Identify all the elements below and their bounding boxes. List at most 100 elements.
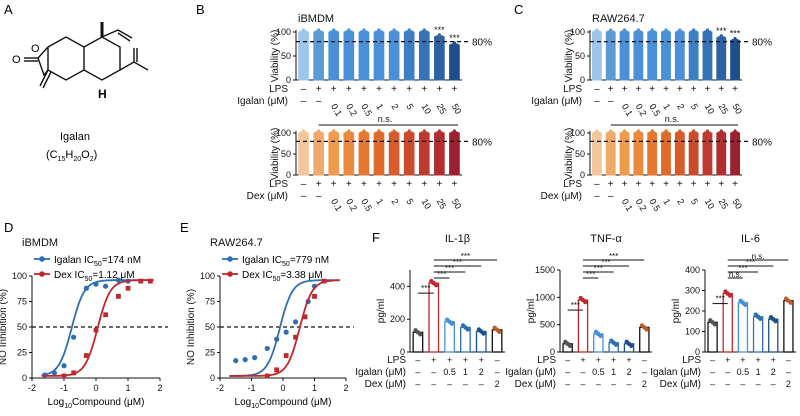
- row-value: –: [626, 379, 631, 389]
- dose-tick-label: 0.1: [329, 102, 344, 118]
- dose-tick-label: 0.5: [359, 102, 374, 118]
- data-point: [437, 129, 441, 133]
- bar: [647, 132, 658, 176]
- row-label-igalan: Igalan (μM): [650, 367, 701, 378]
- threshold-label: 80%: [752, 38, 772, 49]
- lps-sign: +: [316, 179, 322, 190]
- dose-tick-label: 1: [374, 102, 385, 111]
- row-value: –: [580, 367, 585, 377]
- bar: [619, 132, 630, 176]
- panel-title: IL-1β: [445, 233, 470, 245]
- data-point: [662, 30, 666, 34]
- bar: [358, 132, 370, 176]
- row-value: –: [415, 355, 420, 365]
- dose-panel-E: 0 25 50 75 100 -2 -1 0 1 2 NO Inhibition (%) Log10C…: [186, 237, 354, 410]
- x-tick-label: -2: [216, 383, 224, 393]
- dose-tick-label: 25: [717, 197, 731, 211]
- vinyl-double: [117, 32, 131, 42]
- data-point: [680, 30, 684, 34]
- bar: [313, 31, 324, 81]
- bar: [418, 132, 430, 176]
- x-tick-label: -1: [60, 383, 68, 393]
- dose-tick-label: 0.1: [620, 197, 635, 213]
- lps-sign: +: [452, 179, 458, 190]
- row-label-lps: LPS: [563, 84, 582, 95]
- lps-sign: +: [649, 179, 655, 190]
- x-tick-label: 2: [157, 383, 162, 393]
- dose-tick-label: 0.2: [634, 197, 649, 213]
- bar: [434, 132, 445, 176]
- row-value: –: [710, 367, 715, 377]
- bar: [444, 321, 455, 353]
- data-point: [359, 30, 364, 34]
- data-point: [689, 30, 694, 34]
- formula-part-2: H: [65, 149, 73, 161]
- dose-tick-label: 10: [420, 197, 434, 211]
- data-point: [788, 300, 793, 305]
- data-point: [394, 131, 399, 135]
- bar: [298, 132, 309, 176]
- lps-sign: +: [406, 84, 412, 95]
- data-point: [664, 129, 668, 133]
- bar: [783, 300, 794, 353]
- lps-sign: +: [635, 179, 641, 190]
- x-axis-label: Log10Compound (μM): [48, 397, 145, 410]
- y-tick-label: 0: [695, 347, 700, 357]
- lps-sign: +: [391, 84, 397, 95]
- data-point: [721, 36, 726, 40]
- row-value: +: [463, 355, 468, 365]
- data-point: [606, 30, 611, 34]
- row-label-lps: LPS: [682, 355, 701, 366]
- lps-sign: +: [705, 179, 711, 190]
- row-value: 2: [642, 379, 647, 389]
- lps-sign: +: [452, 84, 458, 95]
- data-point: [629, 343, 634, 348]
- lps-sign: –: [594, 179, 600, 190]
- bar: [661, 132, 671, 176]
- y-tick-label: 50: [575, 51, 585, 61]
- data-point: [634, 30, 638, 34]
- bar: [716, 132, 727, 176]
- bar: [373, 31, 385, 81]
- dose-tick-label: 0.1: [329, 197, 344, 213]
- bar: [737, 302, 749, 353]
- legend-part: 50: [85, 276, 93, 283]
- data-point: [93, 327, 99, 333]
- compound-name: Igalan: [60, 131, 90, 143]
- row-value: –: [596, 379, 601, 389]
- data-point: [422, 28, 426, 32]
- dose-tick-label: 5: [689, 197, 700, 206]
- dose-panel-D: 0 25 50 75 100 -2 -1 0 1 2 NO Inhibition (%) Log10C…: [0, 237, 168, 410]
- data-point: [717, 131, 721, 135]
- y-tick-label: 0: [286, 170, 291, 180]
- y-tick-label: 75: [205, 297, 215, 307]
- data-point: [252, 355, 258, 361]
- row-value: –: [756, 379, 761, 389]
- data-point: [379, 30, 384, 34]
- data-point: [598, 333, 603, 339]
- data-point: [694, 30, 698, 34]
- data-point: [455, 43, 459, 47]
- y-tick-label: 0: [22, 373, 27, 383]
- threshold-label: 80%: [472, 38, 492, 49]
- y-tick-label: 100: [570, 27, 585, 37]
- row-value: 2: [786, 379, 791, 389]
- data-point: [648, 30, 652, 34]
- data-point: [379, 131, 384, 135]
- y-tick-label: 50: [281, 149, 291, 159]
- bracket-label: ***: [601, 258, 610, 267]
- bar: [343, 132, 355, 176]
- y-tick-label: 25: [205, 348, 215, 358]
- legend-marker: [39, 271, 45, 277]
- x-label-part: 10: [64, 403, 72, 410]
- legend-marker: [227, 271, 233, 277]
- bar: [752, 316, 764, 353]
- data-point: [283, 353, 289, 358]
- lps-sign: +: [677, 84, 683, 95]
- data-point: [638, 131, 643, 135]
- data-point: [301, 28, 306, 32]
- lps-sign: +: [649, 84, 655, 95]
- dose-tick-label: 25: [717, 102, 731, 116]
- dose-tick-label: 25: [435, 197, 449, 211]
